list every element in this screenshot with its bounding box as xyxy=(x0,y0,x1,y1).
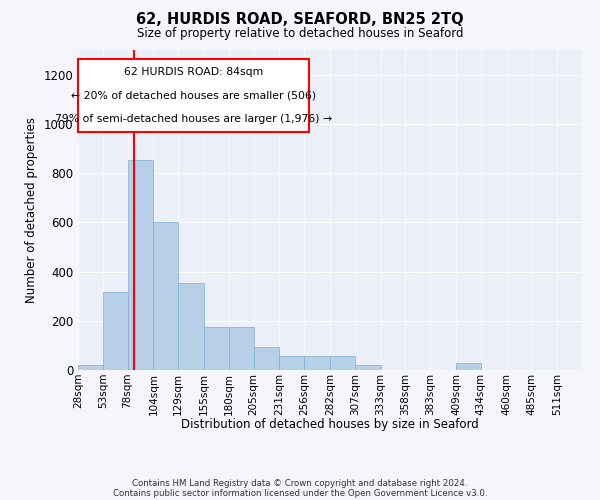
Text: ← 20% of detached houses are smaller (506): ← 20% of detached houses are smaller (50… xyxy=(71,90,316,101)
Bar xyxy=(128,160,154,370)
Bar xyxy=(154,222,178,370)
X-axis label: Distribution of detached houses by size in Seaford: Distribution of detached houses by size … xyxy=(181,418,479,430)
Text: Size of property relative to detached houses in Seaford: Size of property relative to detached ho… xyxy=(137,28,463,40)
Text: Contains HM Land Registry data © Crown copyright and database right 2024.: Contains HM Land Registry data © Crown c… xyxy=(132,478,468,488)
Text: 62 HURDIS ROAD: 84sqm: 62 HURDIS ROAD: 84sqm xyxy=(124,67,263,77)
Bar xyxy=(204,327,229,370)
Bar xyxy=(280,356,304,370)
Text: Contains public sector information licensed under the Open Government Licence v3: Contains public sector information licen… xyxy=(113,488,487,498)
Bar xyxy=(456,362,481,370)
Bar xyxy=(330,356,355,370)
FancyBboxPatch shape xyxy=(79,58,308,132)
Y-axis label: Number of detached properties: Number of detached properties xyxy=(25,117,38,303)
Bar xyxy=(178,282,204,370)
Bar xyxy=(304,356,330,370)
Bar xyxy=(254,346,280,370)
Bar xyxy=(355,365,380,370)
Bar xyxy=(103,292,128,370)
Text: 62, HURDIS ROAD, SEAFORD, BN25 2TQ: 62, HURDIS ROAD, SEAFORD, BN25 2TQ xyxy=(136,12,464,28)
Bar xyxy=(229,327,254,370)
Text: 79% of semi-detached houses are larger (1,976) →: 79% of semi-detached houses are larger (… xyxy=(55,114,332,124)
Bar xyxy=(78,365,103,370)
